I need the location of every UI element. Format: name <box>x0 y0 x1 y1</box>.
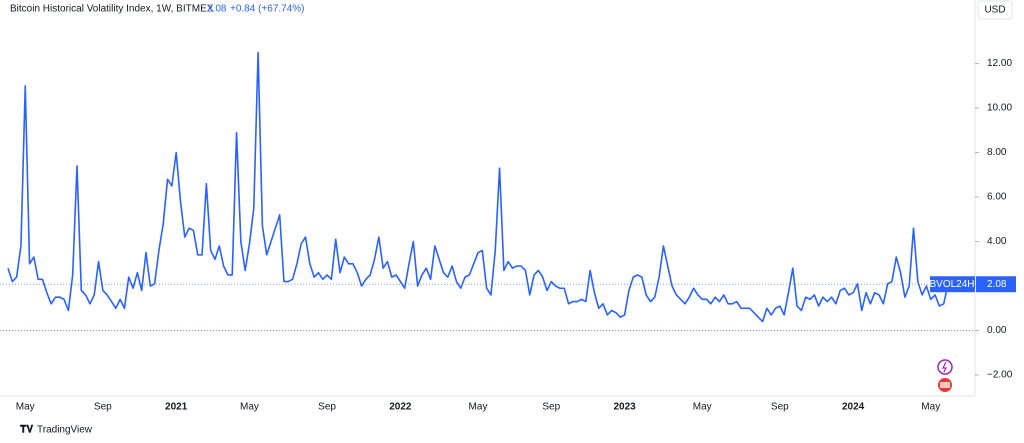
y-tick-label: 4.00 <box>987 236 1007 247</box>
currency-box[interactable] <box>977 0 1013 20</box>
x-tick-label: Sep <box>771 402 789 413</box>
x-tick-label: May <box>469 402 488 413</box>
x-tick-label: May <box>921 402 940 413</box>
event-icon[interactable] <box>937 359 953 375</box>
chart-title: Bitcoin Historical Volatility Index, 1W,… <box>10 4 214 15</box>
series-line <box>7 51 949 323</box>
currency[interactable]: USD <box>984 5 1005 16</box>
y-tick-label: −2.00 <box>987 370 1013 381</box>
x-tick-label: 2021 <box>165 402 188 413</box>
logo-mark: 𝐓𝐕 <box>20 424 33 436</box>
x-tick-label: Sep <box>542 402 560 413</box>
country-icon-flag <box>940 382 950 388</box>
last-value-box <box>976 276 1016 293</box>
brand: TradingView <box>37 425 93 436</box>
x-tick-label: 2024 <box>842 402 865 413</box>
x-tick-label: Sep <box>318 402 336 413</box>
y-tick-label: 0.00 <box>987 325 1007 336</box>
x-tick-label: May <box>693 402 712 413</box>
series-name-box <box>930 276 975 293</box>
y-tick-label: 12.00 <box>987 58 1012 69</box>
event-icon-bolt <box>942 361 947 373</box>
y-tick-label: 8.00 <box>987 147 1007 158</box>
header-value: 2.08 <box>207 4 227 15</box>
header-change: +0.84 (+67.74%) <box>230 4 305 15</box>
icons <box>937 359 953 392</box>
y-tick-label: 6.00 <box>987 192 1007 203</box>
last-value-label: 2.08 <box>987 279 1007 290</box>
x-tick-label: May <box>240 402 259 413</box>
x-tick-label: May <box>16 402 35 413</box>
x-tick-label: 2022 <box>389 402 412 413</box>
x-tick-label: 2023 <box>613 402 636 413</box>
y-tick-label: 10.00 <box>987 103 1012 114</box>
series-name: BVOL24H <box>929 279 974 290</box>
x-tick-label: Sep <box>94 402 112 413</box>
